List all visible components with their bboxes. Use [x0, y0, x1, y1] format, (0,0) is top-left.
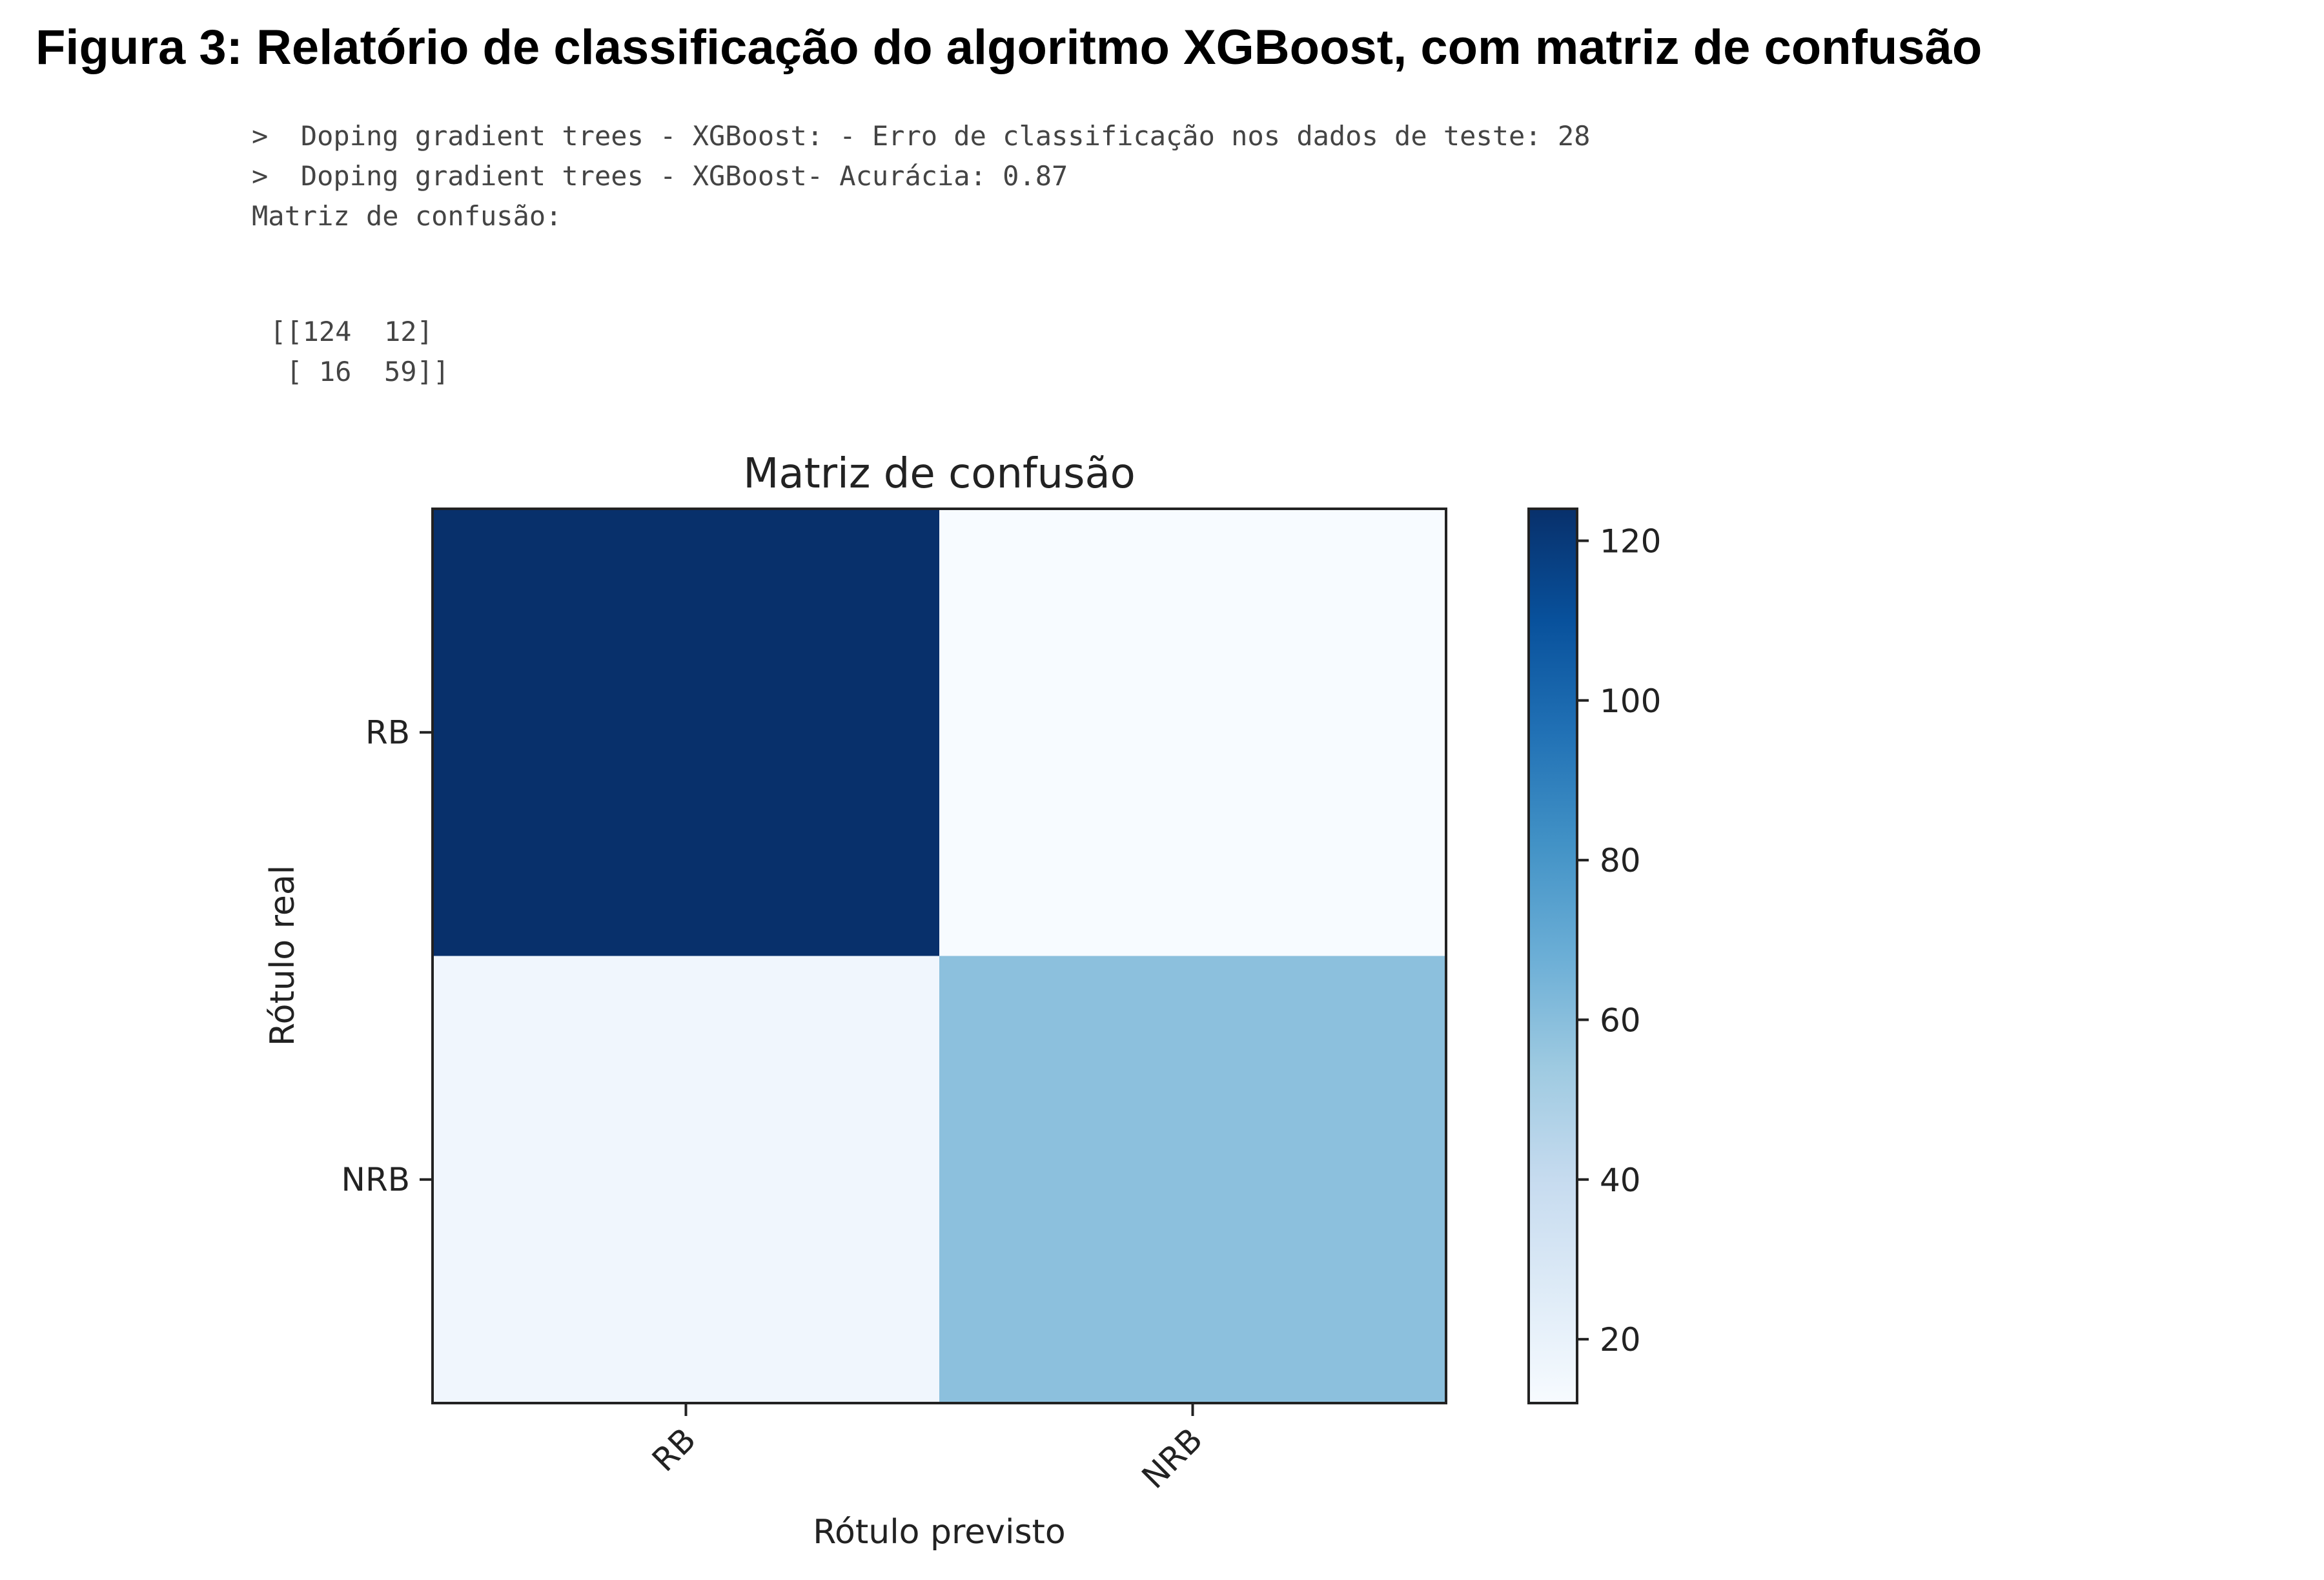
- colorbar-tick-label: 100: [1600, 682, 1661, 720]
- chart-title: Matriz de confusão: [743, 450, 1136, 498]
- colorbar: [1527, 508, 1578, 1404]
- printed-matrix: [[124 12] [ 16 59]]: [270, 312, 449, 392]
- colorbar-tick-label: 20: [1600, 1321, 1641, 1359]
- colorbar-tick-label: 80: [1600, 842, 1641, 879]
- console-line-accuracy: > Doping gradient trees - XGBoost- Acurá…: [252, 160, 1068, 192]
- colorbar-tick-label: 60: [1600, 1001, 1641, 1039]
- y-axis-label: Rótulo real: [263, 865, 302, 1046]
- heatmap-cell: [939, 956, 1446, 1403]
- colorbar-tick-label: 40: [1600, 1162, 1641, 1199]
- printed-matrix-row: [ 16 59]]: [270, 356, 450, 387]
- heatmap-cell: [433, 509, 939, 956]
- colorbar-tick-label: 120: [1600, 522, 1661, 560]
- console-line-error: > Doping gradient trees - XGBoost: - Err…: [252, 120, 1591, 152]
- y-tick-label: RB: [365, 713, 410, 751]
- y-tick-label: NRB: [341, 1161, 410, 1198]
- x-tick-label: NRB: [1135, 1421, 1210, 1495]
- printed-matrix-row: [[124 12]: [270, 316, 433, 347]
- heatmap-cell: [433, 956, 939, 1403]
- x-tick-label: RB: [645, 1421, 703, 1479]
- console-line-matrix-header: Matriz de confusão:: [252, 200, 562, 232]
- heatmap-cell: [939, 509, 1446, 956]
- figure-caption: Figura 3: Relatório de classificação do …: [36, 20, 1983, 75]
- plot-frame: [431, 508, 1447, 1404]
- console-output: > Doping gradient trees - XGBoost: - Err…: [252, 116, 1590, 236]
- x-axis-label: Rótulo previsto: [813, 1513, 1066, 1552]
